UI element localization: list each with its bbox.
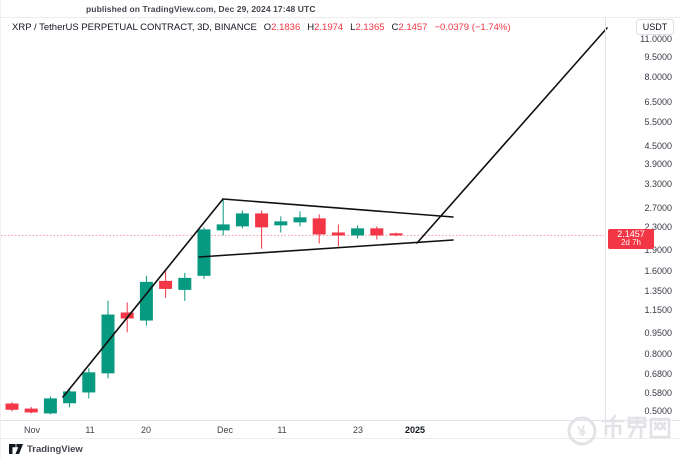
candle[interactable] bbox=[5, 403, 19, 410]
tradingview-logo[interactable]: TradingView bbox=[9, 443, 83, 455]
published-text: published on TradingView.com, Dec 29, 20… bbox=[86, 4, 316, 14]
price-axis-label: 1.6000 bbox=[644, 265, 672, 276]
price-axis-label: 2.7000 bbox=[644, 202, 672, 213]
price-axis-label: 1.3500 bbox=[644, 286, 672, 297]
time-axis-tick: 2025 bbox=[404, 425, 426, 435]
price-axis-label: 1.1500 bbox=[644, 305, 672, 316]
footer-bar: TradingView bbox=[1, 438, 680, 458]
time-axis-tick: 11 bbox=[277, 425, 287, 435]
tradingview-brand-text: TradingView bbox=[27, 443, 83, 455]
candle[interactable] bbox=[178, 277, 192, 290]
price-axis-label: 1.9000 bbox=[644, 245, 672, 256]
candle[interactable] bbox=[139, 281, 153, 321]
price-axis-label: 3.3000 bbox=[644, 178, 672, 189]
ohlc-group: L2.1365 bbox=[350, 22, 384, 33]
trendline-pennant-lower[interactable] bbox=[198, 239, 454, 258]
candle[interactable] bbox=[24, 408, 38, 413]
symbol-info-row: XRP / TetherUS PERPETUAL CONTRACT, 3D, B… bbox=[12, 22, 511, 33]
candle[interactable] bbox=[159, 280, 173, 289]
ohlc-group: C2.1457 bbox=[392, 22, 428, 33]
candle[interactable] bbox=[274, 221, 288, 226]
candle[interactable] bbox=[351, 228, 365, 236]
ohlc-value: 2.1974 bbox=[314, 22, 344, 33]
time-axis[interactable]: Nov 11 20 Dec 11 23 2025 bbox=[1, 420, 680, 439]
candle[interactable] bbox=[120, 312, 134, 319]
price-axis-label: 0.5000 bbox=[644, 405, 672, 416]
time-axis-tick: Nov bbox=[23, 425, 41, 435]
time-axis-tick: Dec bbox=[216, 425, 234, 435]
currency-unit-badge[interactable]: USDT bbox=[636, 19, 674, 35]
candle[interactable] bbox=[255, 213, 269, 228]
time-axis-tick: 20 bbox=[140, 425, 152, 435]
candle[interactable] bbox=[331, 232, 345, 236]
price-axis-label: 0.8000 bbox=[644, 349, 672, 359]
price-axis-label: 11.0000 bbox=[640, 33, 672, 44]
time-axis-tick: 11 bbox=[85, 425, 95, 435]
watermark-coin-icon bbox=[567, 416, 597, 446]
ohlc-letter: H bbox=[307, 22, 315, 33]
price-axis-label: 6.5000 bbox=[644, 97, 672, 108]
ohlc-value: 2.1836 bbox=[271, 22, 301, 33]
candle[interactable] bbox=[63, 391, 77, 404]
candle[interactable] bbox=[370, 228, 384, 236]
candle[interactable] bbox=[101, 314, 115, 374]
watermark-currency-glyph: ¥ bbox=[576, 422, 588, 440]
last-price-badge: 2.1457 2d 7h bbox=[608, 229, 654, 250]
time-axis-tick: 23 bbox=[352, 425, 364, 435]
price-axis-label: 8.0000 bbox=[644, 72, 672, 83]
candle[interactable] bbox=[235, 213, 249, 227]
trendline-breakout-projection[interactable] bbox=[416, 27, 608, 244]
price-axis-label: 2.3000 bbox=[644, 222, 672, 233]
symbol-title[interactable]: XRP / TetherUS PERPETUAL CONTRACT, 3D, B… bbox=[12, 22, 257, 33]
site-watermark: ¥ bbox=[565, 406, 679, 452]
candle[interactable] bbox=[312, 218, 326, 235]
price-axis-label: 5.5000 bbox=[644, 117, 672, 128]
price-axis-label: 9.5000 bbox=[644, 51, 672, 62]
watermark-cjk-glyphs bbox=[601, 414, 671, 439]
candle[interactable] bbox=[216, 224, 230, 231]
ohlc-values: O2.1836 H2.1974 L2.1365 C2.1457 bbox=[257, 22, 428, 33]
bar-countdown: 2d 7h bbox=[620, 238, 642, 248]
ohlc-group: O2.1836 bbox=[264, 22, 300, 33]
ohlc-group: H2.1974 bbox=[307, 22, 343, 33]
price-axis-label: 0.5800 bbox=[644, 387, 672, 398]
ohlc-letter: L bbox=[350, 22, 356, 33]
ohlc-value: 2.1457 bbox=[398, 22, 428, 33]
price-axis-label: 0.9500 bbox=[644, 328, 672, 339]
ohlc-letter: O bbox=[263, 22, 272, 33]
ohlc-value: 2.1365 bbox=[355, 22, 385, 33]
published-bar: published on TradingView.com, Dec 29, 20… bbox=[1, 0, 680, 18]
trendline-pennant-upper[interactable] bbox=[222, 198, 454, 218]
tradingview-logo-icon bbox=[9, 444, 23, 454]
change-value: −0.0379 (−1.74%) bbox=[434, 22, 511, 33]
ohlc-letter: C bbox=[391, 22, 399, 33]
candle[interactable] bbox=[293, 217, 307, 223]
candle[interactable] bbox=[43, 398, 57, 414]
trendline-uptrend-support[interactable] bbox=[62, 198, 224, 398]
price-axis-label: 4.5000 bbox=[644, 141, 672, 152]
price-axis[interactable]: USDT 11.0000 9.5000 8.0000 6.5000 5.5000 4.50… bbox=[605, 17, 680, 438]
candle[interactable] bbox=[197, 229, 211, 276]
candle[interactable] bbox=[389, 233, 403, 236]
last-price-value: 2.1457 bbox=[617, 229, 645, 240]
price-axis-label: 3.9000 bbox=[644, 158, 672, 169]
candle[interactable] bbox=[82, 372, 96, 393]
price-axis-label: 0.6800 bbox=[644, 368, 672, 379]
